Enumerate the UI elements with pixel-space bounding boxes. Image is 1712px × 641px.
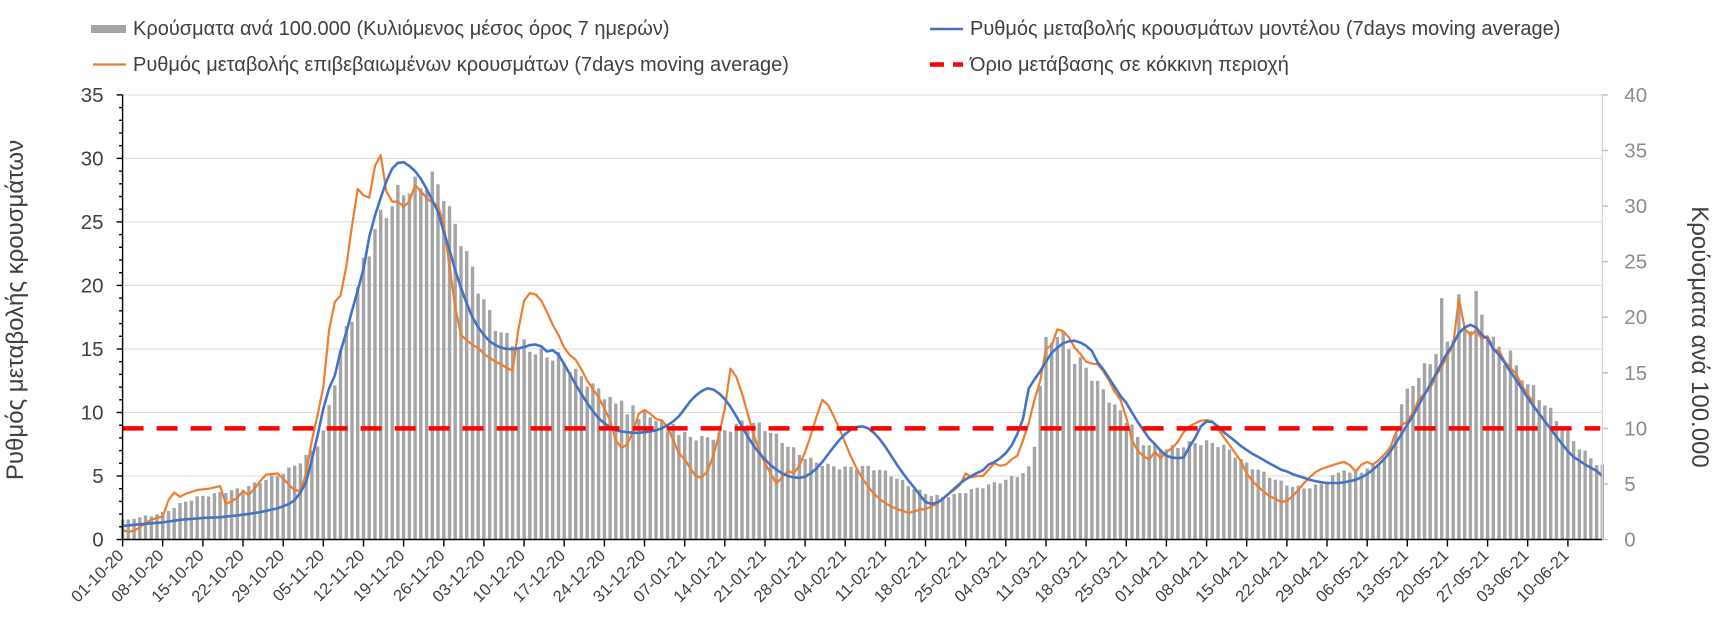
svg-text:Ρυθμός μεταβολής επιβεβαιωμένω: Ρυθμός μεταβολής επιβεβαιωμένων κρουσμάτ… [133,54,789,76]
svg-text:30: 30 [1624,195,1647,218]
svg-text:25: 25 [1624,251,1647,274]
svg-text:Ρυθμός μεταβολής κρουσμάτων: Ρυθμός μεταβολής κρουσμάτων [2,140,29,480]
svg-text:5: 5 [1624,473,1635,496]
svg-text:25: 25 [81,211,104,234]
svg-text:15: 15 [81,338,104,361]
svg-text:40: 40 [1624,84,1647,107]
svg-text:Κρούσματα ανά 100.000 (Κυλιόμε: Κρούσματα ανά 100.000 (Κυλιόμενος μέσος … [133,18,670,40]
svg-text:15: 15 [1624,362,1647,385]
svg-text:10: 10 [1624,417,1647,440]
svg-text:20: 20 [81,274,104,297]
svg-text:0: 0 [92,529,103,552]
svg-text:10: 10 [81,402,104,425]
svg-text:Όριο μετάβασης σε κόκκινη περι: Όριο μετάβασης σε κόκκινη περιοχή [969,54,1289,76]
svg-text:20: 20 [1624,306,1647,329]
svg-text:30: 30 [81,147,104,170]
svg-text:35: 35 [1624,140,1647,163]
svg-text:35: 35 [81,84,104,107]
svg-text:Κρούσματα ανά 100.000: Κρούσματα ανά 100.000 [1686,206,1712,468]
svg-text:Ρυθμός μεταβολής κρουσμάτων μο: Ρυθμός μεταβολής κρουσμάτων μοντέλου (7d… [970,18,1560,40]
svg-text:5: 5 [92,465,103,488]
svg-text:0: 0 [1624,529,1635,552]
